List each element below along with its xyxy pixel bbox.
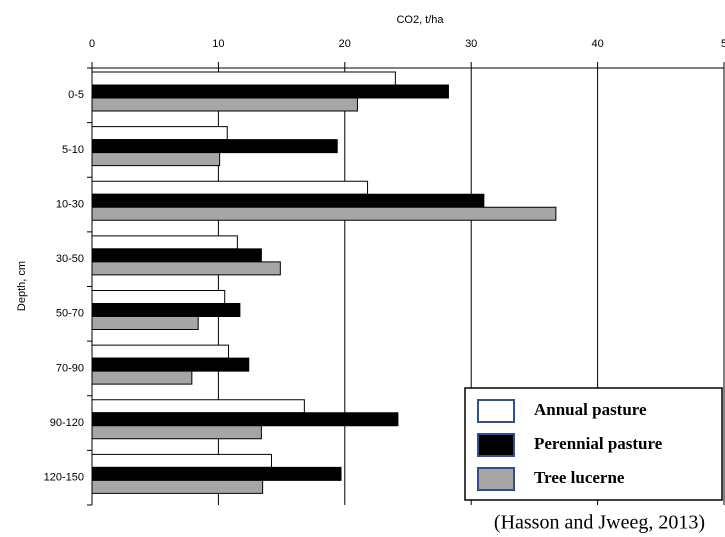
bar — [91, 412, 399, 427]
bar — [91, 466, 342, 481]
source: (Hasson and Jweeg, 2013) — [494, 512, 705, 534]
bar — [91, 290, 226, 304]
legend-label: Annual pasture — [534, 400, 647, 419]
legend-swatch — [477, 433, 515, 457]
bar — [91, 84, 449, 99]
bar — [91, 261, 281, 276]
bar — [91, 206, 557, 221]
x-tick-label: 30 — [465, 38, 477, 50]
bar — [91, 316, 199, 330]
bar — [91, 152, 221, 167]
bar — [91, 453, 272, 468]
bar — [91, 235, 238, 250]
y-tick-label: 90-120 — [50, 417, 84, 429]
legend-swatch — [477, 467, 515, 491]
bar — [91, 139, 338, 154]
legend-swatch — [477, 399, 515, 423]
bar — [91, 97, 358, 112]
bar — [91, 425, 262, 440]
y-tick-label: 0-5 — [68, 89, 84, 101]
bar — [91, 71, 396, 86]
y-axis-title: Depth, cm — [16, 261, 28, 311]
bar — [91, 399, 305, 414]
bar — [91, 126, 228, 141]
x-tick-label: 0 — [89, 38, 95, 50]
y-tick-label: 70-90 — [56, 362, 84, 374]
x-tick-label: 10 — [212, 38, 224, 50]
bar — [91, 180, 369, 195]
legend-label: Tree lucerne — [534, 468, 625, 487]
x-tick-label: 40 — [591, 38, 603, 50]
bar — [91, 193, 485, 208]
x-axis-title: CO2, t/ha — [396, 14, 444, 26]
bar — [91, 357, 250, 372]
y-tick-label: 30-50 — [56, 253, 84, 265]
x-tick-label: 5 — [721, 38, 725, 50]
y-tick-label: 50-70 — [56, 308, 84, 320]
x-tick-label: 20 — [339, 38, 351, 50]
bar — [91, 303, 241, 317]
y-tick-label: 10-30 — [56, 198, 84, 210]
bar — [91, 370, 193, 385]
legend-label: Perennial pasture — [534, 434, 663, 453]
y-tick-label: 5-10 — [62, 144, 84, 156]
bar — [91, 248, 262, 263]
bar — [91, 344, 230, 359]
y-tick-label: 120-150 — [44, 472, 84, 484]
bar — [91, 479, 264, 494]
